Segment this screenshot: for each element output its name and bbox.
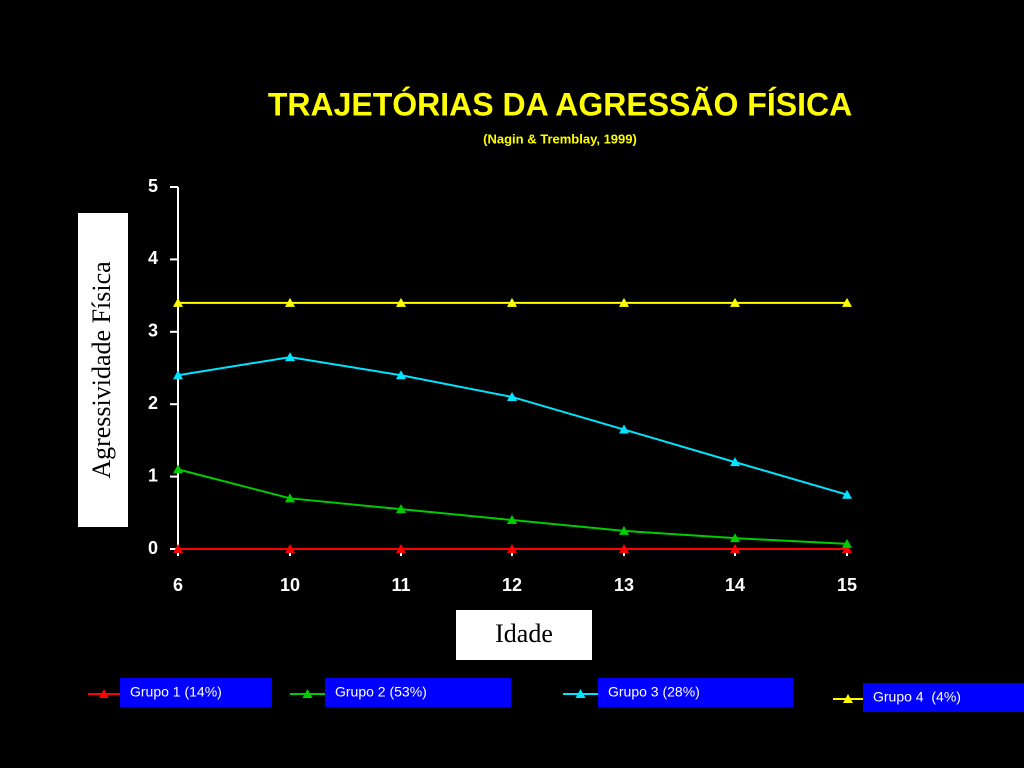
legend-label: Grupo 3 (28%) bbox=[608, 684, 700, 700]
legend-label: Grupo 1 (14%) bbox=[130, 684, 222, 700]
y-tick-label: 0 bbox=[148, 538, 158, 558]
x-tick-label: 13 bbox=[614, 575, 634, 595]
data-point bbox=[173, 370, 183, 380]
series-line bbox=[177, 356, 848, 496]
x-tick-label: 14 bbox=[725, 575, 745, 595]
chart-title: TRAJETÓRIAS DA AGRESSÃO FÍSICA bbox=[268, 86, 852, 122]
legend-label: Grupo 2 (53%) bbox=[335, 684, 427, 700]
data-point bbox=[396, 544, 406, 553]
series-line bbox=[177, 468, 848, 545]
legend-box bbox=[120, 678, 272, 707]
x-axis-label: Idade bbox=[495, 619, 553, 648]
legend-marker bbox=[575, 689, 586, 698]
data-point bbox=[619, 544, 629, 553]
data-point bbox=[285, 493, 295, 503]
legend-box bbox=[325, 678, 511, 707]
data-point bbox=[507, 297, 517, 307]
data-point bbox=[842, 544, 852, 553]
data-point bbox=[842, 297, 852, 307]
data-point bbox=[730, 533, 740, 543]
data-point bbox=[173, 464, 183, 474]
x-tick-label: 6 bbox=[173, 575, 183, 595]
chart-subtitle: (Nagin & Tremblay, 1999) bbox=[483, 131, 637, 146]
data-point bbox=[285, 352, 295, 362]
data-point bbox=[396, 370, 406, 380]
data-point bbox=[507, 391, 517, 401]
legend-box bbox=[598, 678, 793, 707]
data-point bbox=[173, 544, 183, 553]
x-label-box bbox=[456, 610, 592, 660]
data-point bbox=[285, 544, 295, 553]
data-point bbox=[842, 489, 852, 499]
y-tick-label: 3 bbox=[148, 321, 158, 341]
x-tick-label: 10 bbox=[280, 575, 300, 595]
y-tick-label: 1 bbox=[148, 465, 158, 485]
legend-marker bbox=[99, 689, 109, 698]
data-point bbox=[619, 525, 629, 535]
x-tick-label: 11 bbox=[391, 575, 410, 595]
y-tick-label: 5 bbox=[148, 176, 158, 196]
data-point bbox=[619, 424, 629, 434]
y-label-box bbox=[78, 213, 128, 527]
legend-marker bbox=[843, 694, 853, 703]
data-point bbox=[507, 515, 517, 525]
x-tick-label: 12 bbox=[502, 575, 522, 595]
data-point bbox=[730, 544, 740, 553]
y-tick-label: 4 bbox=[148, 248, 158, 268]
y-axis-label: Agressividade Física bbox=[87, 261, 116, 479]
data-point bbox=[285, 297, 295, 307]
legend-box bbox=[863, 683, 1024, 712]
legend-marker bbox=[302, 689, 313, 698]
data-point bbox=[730, 297, 740, 307]
data-point bbox=[507, 544, 517, 553]
data-point bbox=[173, 297, 183, 307]
x-tick-label: 15 bbox=[837, 575, 857, 595]
data-point bbox=[396, 297, 406, 307]
y-tick-label: 2 bbox=[148, 393, 158, 413]
data-point bbox=[396, 504, 406, 514]
legend-label: Grupo 4 (4%) bbox=[873, 689, 961, 705]
data-point bbox=[842, 538, 852, 548]
data-point bbox=[619, 297, 629, 307]
data-point bbox=[730, 457, 740, 467]
